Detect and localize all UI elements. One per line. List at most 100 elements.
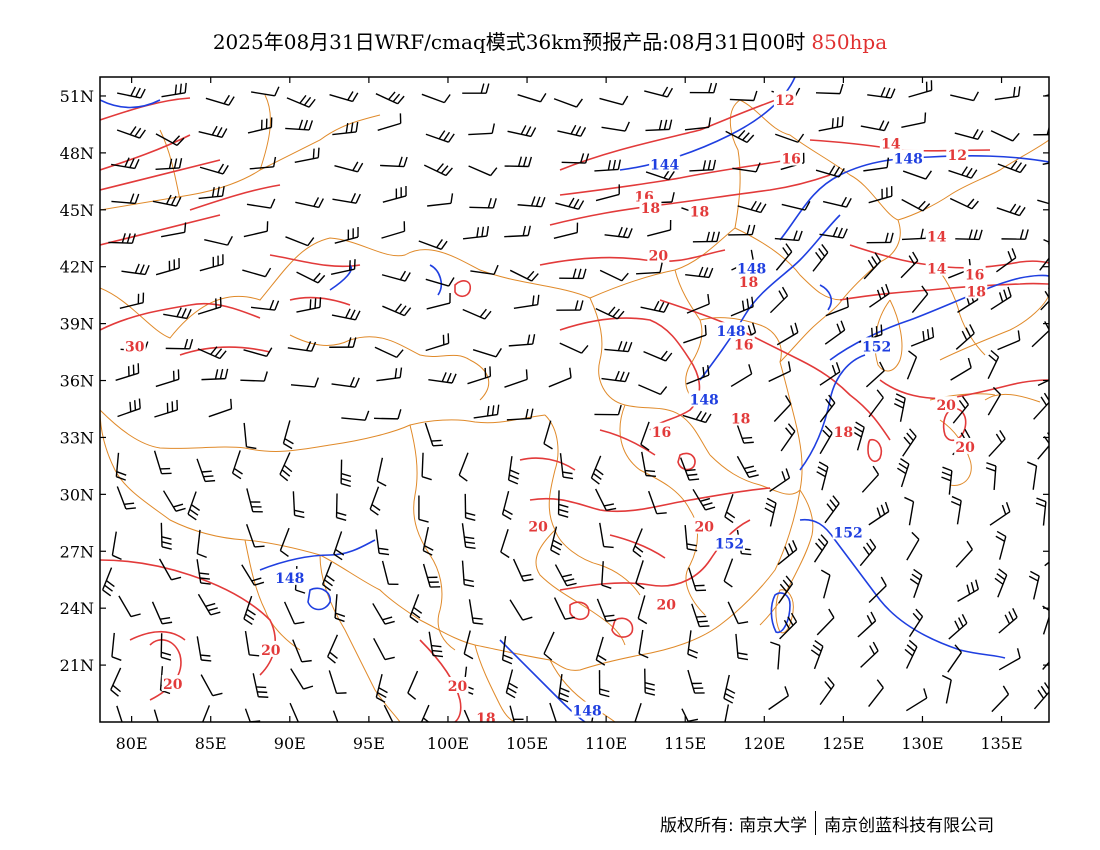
wind-barb-feather: [559, 692, 569, 698]
wind-barb-feather: [737, 129, 746, 139]
wind-barb-feather: [551, 544, 562, 551]
wind-barb-staff: [641, 451, 647, 476]
wind-barb-staff: [686, 303, 710, 314]
wind-barb-staff: [332, 198, 357, 204]
wind-barb-staff: [290, 668, 304, 690]
wind-barb-feather: [376, 480, 387, 487]
wind-barb: [601, 561, 612, 589]
wind-barb-staff: [868, 195, 892, 204]
wind-barb-staff: [161, 92, 186, 98]
wind-barb-feather: [872, 641, 879, 652]
wind-barb: [1031, 321, 1049, 348]
wind-barb-feather: [784, 395, 792, 405]
wind-barb-feather: [432, 654, 444, 658]
wind-barb-staff: [287, 347, 312, 352]
wind-barb: [997, 330, 1021, 351]
wind-barb-feather: [748, 364, 753, 375]
wind-barb-staff: [158, 558, 172, 581]
wind-barb-feather: [975, 579, 979, 590]
height-148-north: [779, 155, 1049, 241]
wind-barb-feather: [319, 297, 322, 308]
wind-barb-feather: [787, 361, 792, 372]
wind-barb: [513, 294, 540, 309]
wind-barb-staff: [595, 193, 620, 202]
wind-barb-feather: [308, 120, 314, 131]
wind-barb: [685, 266, 714, 279]
wind-barb-feather: [303, 96, 312, 106]
wind-barb-feather: [168, 158, 173, 169]
wind-barb-feather: [603, 503, 615, 507]
wind-barb-feather: [871, 327, 874, 338]
wind-barb-feather: [695, 410, 703, 420]
wind-barb-feather: [245, 613, 255, 621]
wind-barb-staff: [332, 131, 357, 136]
wind-barb-staff: [425, 133, 449, 143]
wind-barb-feather: [465, 546, 476, 549]
wind-barb: [723, 558, 734, 588]
wind-barb-feather: [878, 120, 885, 130]
wind-barb: [867, 87, 896, 99]
wind-barb-feather: [508, 479, 519, 485]
wind-barb-staff: [198, 131, 223, 139]
wind-barb-feather: [522, 616, 533, 621]
wind-barb-staff: [647, 229, 671, 237]
temperature-label: 14: [881, 136, 901, 152]
wind-barb: [407, 670, 419, 700]
wind-barb-staff: [290, 384, 315, 388]
wind-barb-feather: [283, 464, 293, 473]
wind-barb-feather: [713, 82, 718, 93]
height-ring-c: [819, 284, 832, 311]
wind-barb-feather: [884, 232, 889, 243]
wind-barb-staff: [778, 583, 794, 604]
wind-barb: [196, 559, 211, 585]
wind-barb-staff: [373, 638, 386, 660]
wind-barb-feather: [422, 549, 433, 556]
wind-barb-staff: [990, 295, 1012, 311]
wind-barb-staff: [197, 348, 221, 360]
wind-barb-feather: [794, 322, 799, 333]
wind-barb: [383, 704, 394, 722]
wind-barb-feather: [788, 543, 794, 553]
wind-barb: [249, 156, 277, 170]
wind-barb: [420, 704, 430, 722]
wind-barb-feather: [564, 578, 575, 582]
wind-barb-feather: [175, 507, 186, 512]
wind-barb-feather: [126, 233, 131, 244]
wind-barb-staff: [509, 269, 532, 282]
wind-barb-feather: [161, 536, 172, 540]
wind-barb-feather: [1012, 86, 1016, 97]
wind-barb-staff: [732, 167, 757, 173]
wind-barb-feather: [525, 408, 529, 419]
lon-tick-label: 80E: [116, 734, 148, 753]
isotherm-18-mid: [659, 299, 891, 441]
wind-barb-feather: [798, 230, 803, 241]
wind-barb: [282, 420, 294, 450]
wind-barb: [231, 450, 243, 480]
wind-barb-feather: [216, 186, 220, 197]
wind-barb-feather: [879, 361, 885, 372]
wind-barb: [911, 285, 929, 313]
wind-barb-feather: [409, 616, 419, 624]
wind-barb-feather: [432, 444, 443, 447]
wind-barb-feather: [1014, 205, 1021, 215]
wind-barb-feather: [525, 369, 528, 380]
wind-barb: [682, 410, 712, 424]
wind-barb-staff: [949, 197, 973, 210]
wind-barb-feather: [699, 625, 710, 628]
wind-barb-staff: [824, 329, 846, 345]
wind-barb-staff: [599, 97, 623, 106]
wind-barb-feather: [450, 193, 454, 204]
wind-barb-staff: [686, 374, 710, 385]
wind-barb-staff: [868, 510, 890, 526]
wind-barb-feather: [724, 516, 734, 524]
wind-barb-feather: [520, 125, 527, 135]
wind-barb-feather: [966, 198, 975, 208]
wind-barb: [468, 123, 495, 136]
wind-barb-staff: [687, 669, 696, 694]
wind-barb-feather: [689, 478, 700, 481]
wind-barb: [727, 601, 749, 625]
wind-barb-staff: [601, 561, 604, 586]
wind-barb-feather: [171, 576, 182, 581]
lat-tick-label: 21N: [60, 656, 94, 675]
wind-barb-staff: [422, 563, 431, 588]
